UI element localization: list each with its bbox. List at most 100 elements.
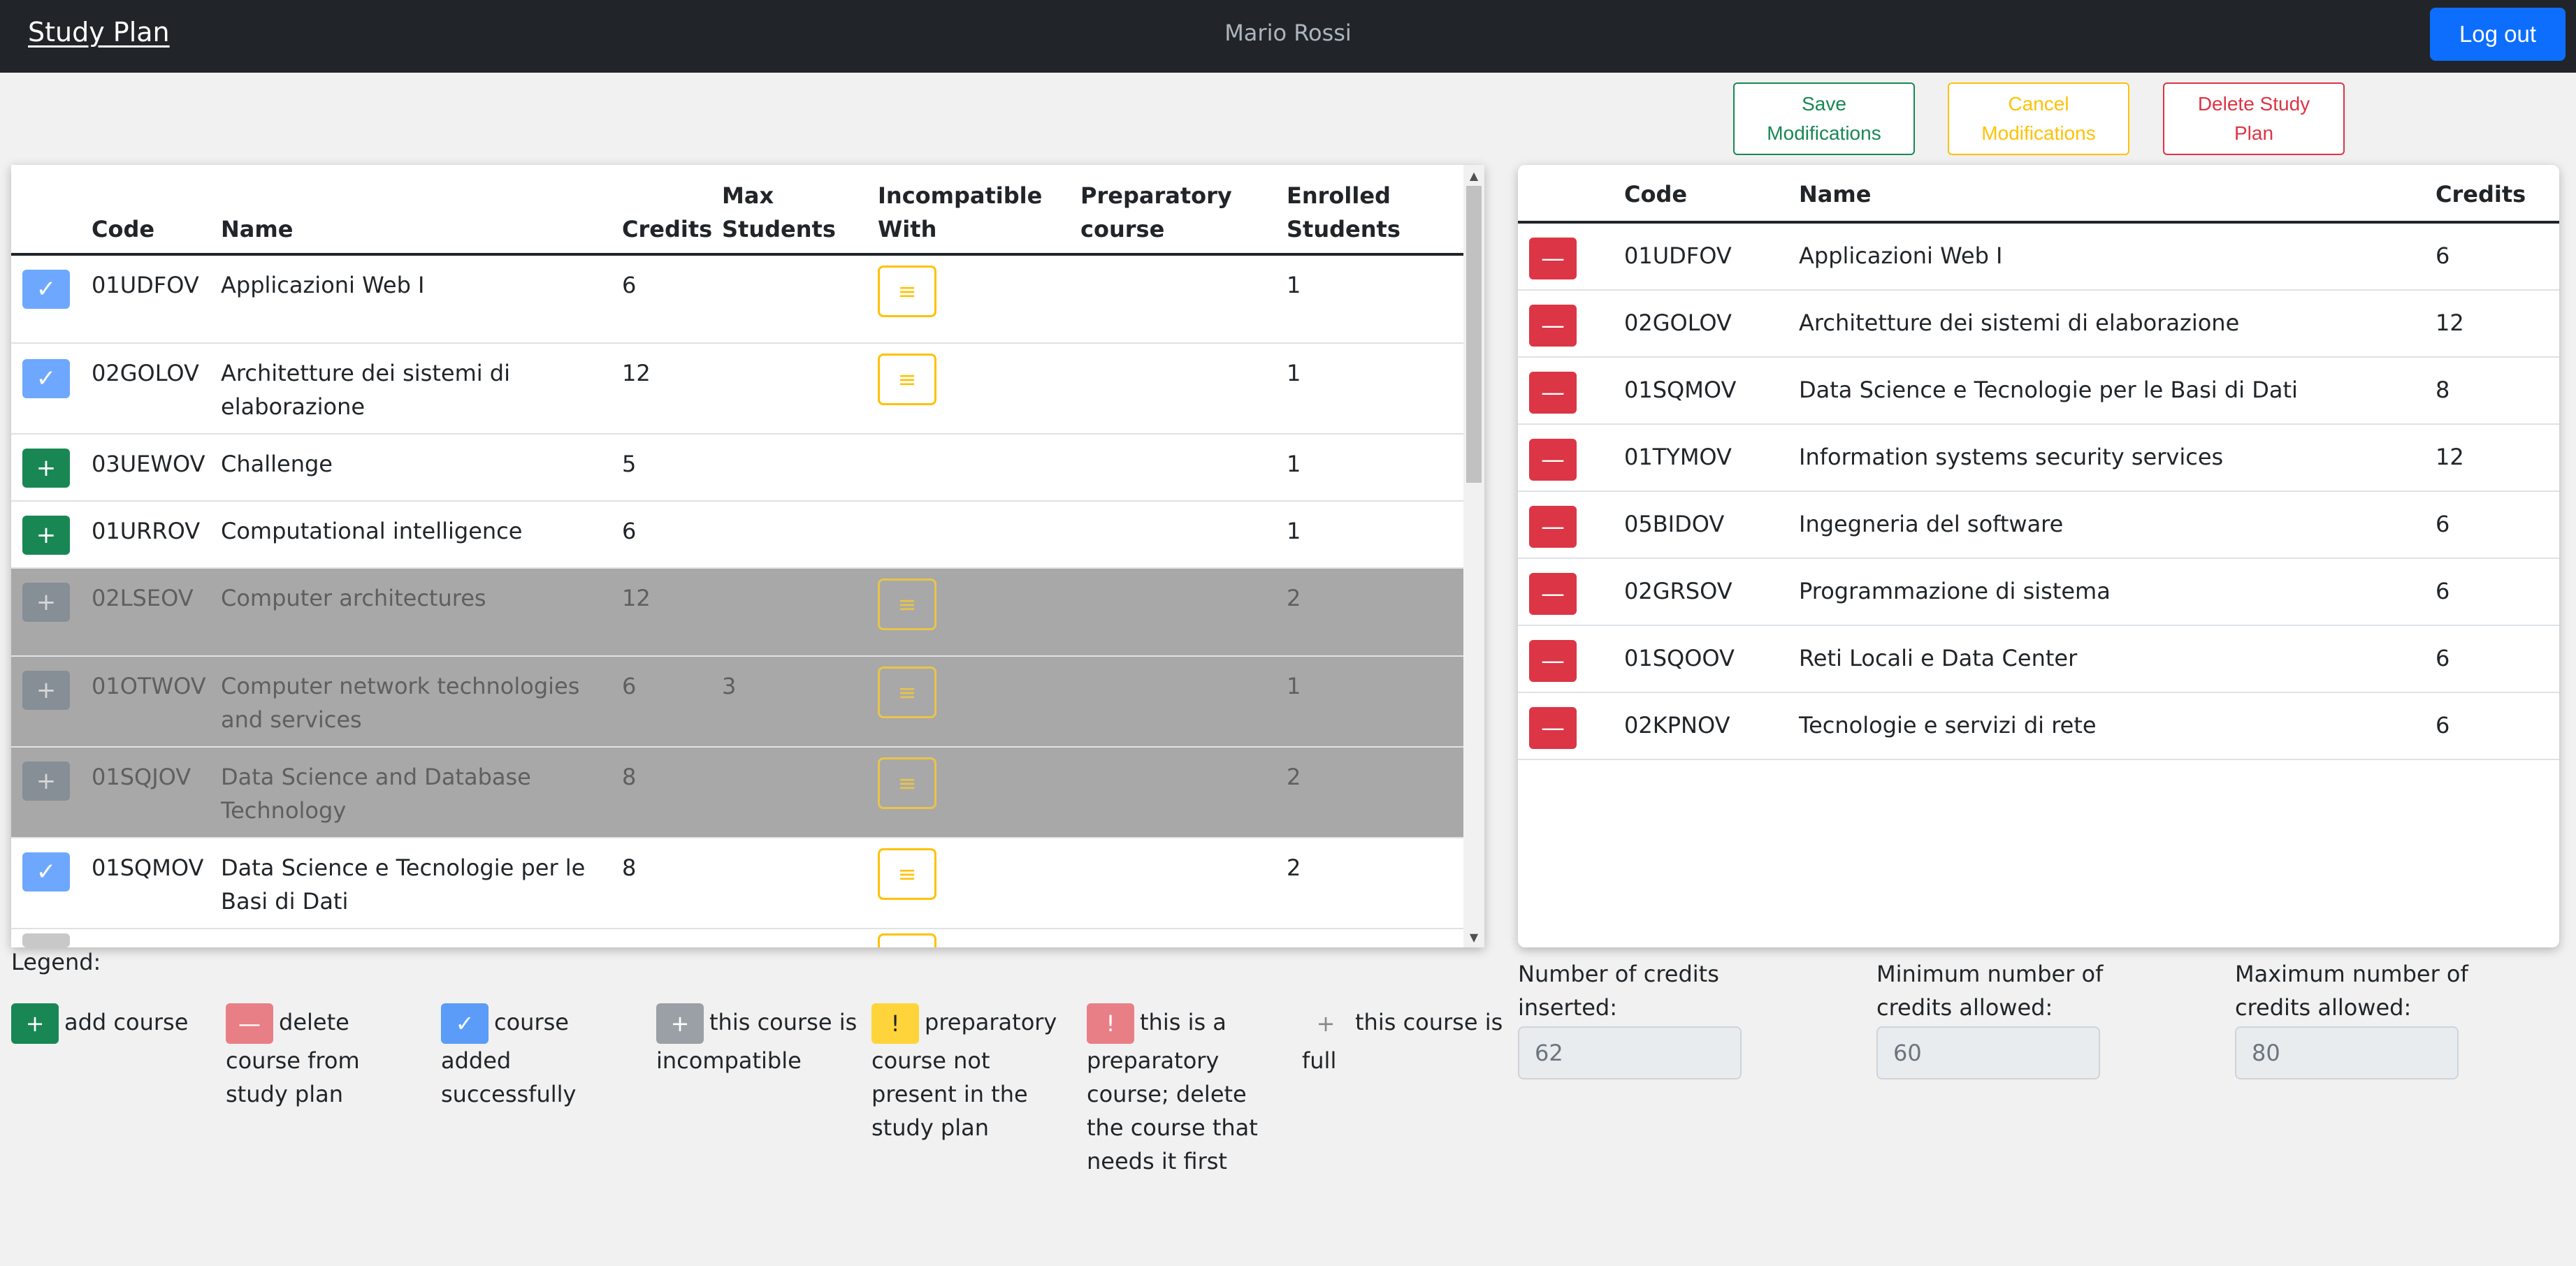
plus-icon: + [36,588,57,616]
course-row-incompatible: + 02LSEOV Computer architectures 12 ≡ 2 [11,569,1463,657]
minus-icon: — [1541,245,1565,272]
plus-icon: + [656,1003,704,1044]
scrollbar[interactable]: ▲ ▼ [1463,165,1484,947]
plus-icon: + [36,454,57,482]
course-row-partial [11,929,1463,947]
minus-icon: — [226,1003,273,1044]
minus-icon: — [1541,714,1565,742]
study-plan-header: Code Name Credits [1518,165,2559,224]
plan-credits: 6 [2436,242,2450,269]
header-credits: Credits [2436,181,2526,208]
check-icon: ✓ [22,359,70,398]
plus-icon: + [36,767,57,795]
plan-credits: 12 [2436,310,2464,336]
plan-code: 01TYMOV [1624,444,1732,470]
add-course-disabled-button: + [22,583,70,622]
add-course-button[interactable]: + [22,516,70,555]
scroll-up-arrow-icon[interactable]: ▲ [1469,168,1479,182]
course-code: 02GOLOV [92,360,199,386]
course-row-incompatible: + 01SQJOV Data Science and Database Tech… [11,748,1463,838]
delete-course-button[interactable]: — [1529,372,1577,414]
course-name: Computer network technologies and servic… [221,673,580,733]
incompatible-list-button[interactable]: ≡ [878,848,936,900]
incompatible-list-button[interactable]: ≡ [878,354,936,405]
plan-credits: 8 [2436,377,2450,403]
course-code: 01URROV [92,518,201,544]
courses-table: Code Name Credits Max Students Incompati… [11,165,1484,947]
legend-item-preparatory-missing: ! preparatory course not present in the s… [871,1003,1074,1144]
course-name: Computational intelligence [221,518,523,544]
legend-text: delete course from study plan [226,1009,360,1107]
course-row: + 03UEWOV Challenge 5 1 [11,435,1463,502]
plan-name: Information systems security services [1799,444,2224,470]
scrollbar-thumb[interactable] [1466,186,1482,483]
legend-item-incompatible: + this course is incompatible [656,1003,859,1077]
list-icon: ≡ [897,591,917,618]
plus-icon: + [11,1003,59,1044]
course-max-students: 3 [722,673,737,699]
credits-min-label: Minimum number of credits allowed: [1876,961,2104,1021]
plan-row: — 02GOLOV Architetture dei sistemi di el… [1518,291,2559,358]
brand-link[interactable]: Study Plan [28,17,170,48]
minus-icon: — [1541,513,1565,541]
scroll-down-arrow-icon[interactable]: ▼ [1469,930,1479,944]
plan-name: Reti Locali e Data Center [1799,645,2078,671]
course-credits: 6 [622,673,637,699]
incompatible-list-button[interactable]: ≡ [878,757,936,809]
header-name: Name [221,216,294,242]
delete-course-button[interactable]: — [1529,305,1577,347]
delete-course-button[interactable]: — [1529,640,1577,682]
navbar: Study Plan Mario Rossi Log out [0,0,2576,73]
plan-row: — 05BIDOV Ingegneria del software 6 [1518,492,2559,559]
course-credits: 12 [622,585,651,611]
header-incompatible: Incompatible With [878,182,1043,242]
add-course-button[interactable]: + [22,449,70,488]
delete-course-button[interactable]: — [1529,573,1577,615]
delete-course-button[interactable]: — [1529,506,1577,548]
plan-name: Architetture dei sistemi di elaborazione [1799,310,2240,336]
course-code: 02LSEOV [92,585,194,611]
minus-icon: — [1541,647,1565,675]
plan-credits: 6 [2436,712,2450,738]
plan-name: Data Science e Tecnologie per le Basi di… [1799,377,2298,403]
course-credits: 8 [622,764,637,790]
delete-course-button[interactable]: — [1529,707,1577,749]
course-row: + 01URROV Computational intelligence 6 1 [11,502,1463,569]
minus-icon: — [1541,446,1565,474]
credits-max-field: 80 [2235,1026,2459,1079]
incompatible-list-button[interactable]: ≡ [878,579,936,630]
course-credits: 6 [622,518,637,544]
course-code: 03UEWOV [92,451,205,477]
plan-code: 01SQMOV [1624,377,1737,403]
cancel-modifications-button[interactable]: Cancel Modifications [1948,82,2129,155]
plan-code: 01UDFOV [1624,242,1732,269]
save-modifications-button[interactable]: Save Modifications [1733,82,1915,155]
plan-credits: 6 [2436,578,2450,604]
plan-row: — 01UDFOV Applicazioni Web I 6 [1518,224,2559,291]
logout-button[interactable]: Log out [2430,8,2566,61]
delete-study-plan-button[interactable]: Delete Study Plan [2163,82,2345,155]
course-row-incompatible: + 01OTWOV Computer network technologies … [11,657,1463,748]
list-icon: ≡ [897,770,917,796]
header-code: Code [92,216,155,242]
incompatible-list-button-partial [878,933,936,947]
legend-item-add: + add course [11,1003,214,1044]
course-code: 01UDFOV [92,272,199,298]
list-icon: ≡ [897,278,917,305]
course-row: ✓ 02GOLOV Architetture dei sistemi di el… [11,344,1463,435]
header-credits: Credits [622,216,713,242]
delete-course-button[interactable]: — [1529,439,1577,481]
plus-icon: + [1316,1010,1336,1037]
minus-icon: — [1541,379,1565,407]
course-enrolled: 1 [1287,518,1301,544]
credits-inserted-label: Number of credits inserted: [1518,961,1719,1021]
delete-course-button[interactable]: — [1529,238,1577,279]
incompatible-list-button[interactable]: ≡ [878,265,936,317]
legend-text: this course is incompatible [656,1009,858,1074]
check-icon: ✓ [441,1003,489,1044]
incompatible-list-button[interactable]: ≡ [878,667,936,718]
course-enrolled: 1 [1287,451,1301,477]
header-max-students: Max Students [722,182,836,242]
plan-row: — 01SQMOV Data Science e Tecnologie per … [1518,358,2559,425]
legend-text: preparatory course not present in the st… [871,1009,1057,1141]
